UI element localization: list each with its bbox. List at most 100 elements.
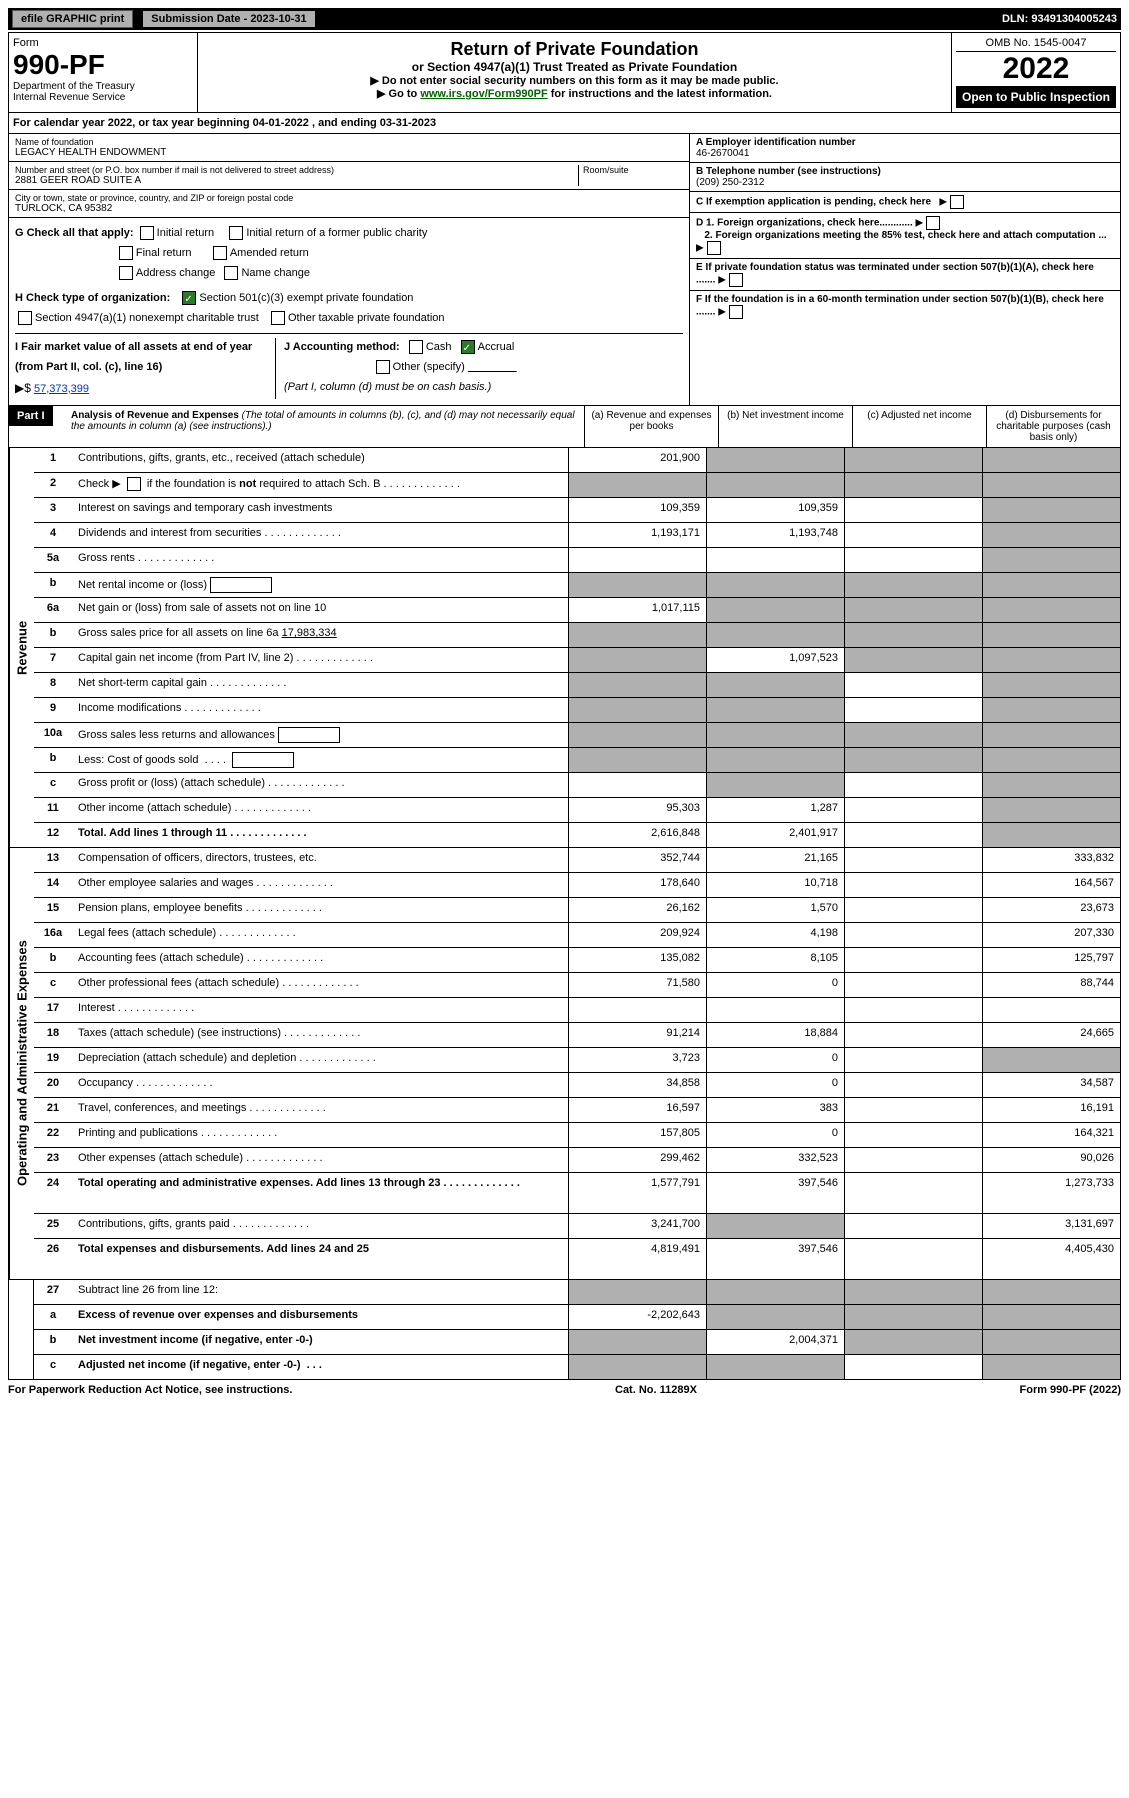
irs-label: Internal Revenue Service bbox=[13, 92, 193, 103]
addr-label: Number and street (or P.O. box number if… bbox=[15, 165, 578, 175]
expenses-side-label: Operating and Administrative Expenses bbox=[9, 848, 34, 1279]
submission-date: Submission Date - 2023-10-31 bbox=[143, 11, 314, 27]
line-4: Dividends and interest from securities bbox=[72, 523, 568, 547]
part1-label: Part I bbox=[9, 406, 53, 426]
form-ref: Form 990-PF (2022) bbox=[1020, 1384, 1121, 1396]
name-label: Name of foundation bbox=[15, 137, 683, 147]
line-17: Interest bbox=[72, 998, 568, 1022]
line-10b: Less: Cost of goods sold . . . . bbox=[72, 748, 568, 772]
form-number: 990-PF bbox=[13, 49, 193, 81]
d1-checkbox[interactable] bbox=[926, 216, 940, 230]
tax-year: 2022 bbox=[956, 52, 1116, 86]
line-12: Total. Add lines 1 through 11 bbox=[72, 823, 568, 847]
line-26: Total expenses and disbursements. Add li… bbox=[72, 1239, 568, 1279]
amended-return-checkbox[interactable] bbox=[213, 246, 227, 260]
section-d: D 1. Foreign organizations, check here..… bbox=[690, 213, 1120, 259]
col-c-header: (c) Adjusted net income bbox=[852, 406, 986, 447]
fmv-section: I Fair market value of all assets at end… bbox=[15, 338, 275, 399]
line-22: Printing and publications bbox=[72, 1123, 568, 1147]
form-title: Return of Private Foundation bbox=[204, 39, 945, 60]
final-return-checkbox[interactable] bbox=[119, 246, 133, 260]
accounting-method: J Accounting method: Cash Accrual Other … bbox=[275, 338, 683, 399]
form-label: Form bbox=[13, 37, 193, 49]
line-20: Occupancy bbox=[72, 1073, 568, 1097]
e-checkbox[interactable] bbox=[729, 273, 743, 287]
foundation-name: LEGACY HEALTH ENDOWMENT bbox=[15, 147, 683, 158]
initial-former-checkbox[interactable] bbox=[229, 226, 243, 240]
cash-checkbox[interactable] bbox=[409, 340, 423, 354]
revenue-side-label: Revenue bbox=[9, 448, 34, 847]
open-inspection: Open to Public Inspection bbox=[956, 86, 1116, 108]
line-5a: Gross rents bbox=[72, 548, 568, 572]
dln: DLN: 93491304005243 bbox=[1002, 13, 1117, 25]
city-label: City or town, state or province, country… bbox=[15, 193, 683, 203]
line-24: Total operating and administrative expen… bbox=[72, 1173, 568, 1213]
g-check-row: G Check all that apply: Initial return I… bbox=[15, 224, 683, 283]
name-change-checkbox[interactable] bbox=[224, 266, 238, 280]
top-bar: efile GRAPHIC print Submission Date - 20… bbox=[8, 8, 1121, 30]
line-11: Other income (attach schedule) bbox=[72, 798, 568, 822]
tel-value: (209) 250-2312 bbox=[696, 177, 1114, 188]
c-checkbox[interactable] bbox=[950, 195, 964, 209]
line-13: Compensation of officers, directors, tru… bbox=[72, 848, 568, 872]
cat-no: Cat. No. 11289X bbox=[615, 1384, 697, 1396]
instr-2: ▶ Go to www.irs.gov/Form990PF for instru… bbox=[204, 87, 945, 100]
line-2: Check ▶ if the foundation is not require… bbox=[72, 473, 568, 497]
efile-print-button[interactable]: efile GRAPHIC print bbox=[12, 10, 133, 28]
section-e: E If private foundation status was termi… bbox=[690, 259, 1120, 291]
net-table: 27Subtract line 26 from line 12: aExcess… bbox=[8, 1280, 1121, 1380]
line-27b: Net investment income (if negative, ente… bbox=[72, 1330, 568, 1354]
line-10a: Gross sales less returns and allowances bbox=[72, 723, 568, 747]
ein-label: A Employer identification number bbox=[696, 137, 1114, 148]
line-6b: Gross sales price for all assets on line… bbox=[72, 623, 568, 647]
other-taxable-checkbox[interactable] bbox=[271, 311, 285, 325]
line-14: Other employee salaries and wages bbox=[72, 873, 568, 897]
irs-link[interactable]: www.irs.gov/Form990PF bbox=[420, 88, 547, 100]
info-section: Name of foundation LEGACY HEALTH ENDOWME… bbox=[8, 134, 1121, 406]
part1-title: Analysis of Revenue and Expenses bbox=[71, 410, 239, 421]
d2-checkbox[interactable] bbox=[707, 241, 721, 255]
expenses-table: Operating and Administrative Expenses 13… bbox=[8, 848, 1121, 1280]
line-1: Contributions, gifts, grants, etc., rece… bbox=[72, 448, 568, 472]
col-b-header: (b) Net investment income bbox=[718, 406, 852, 447]
form-header: Form 990-PF Department of the Treasury I… bbox=[8, 32, 1121, 113]
line-27c: Adjusted net income (if negative, enter … bbox=[72, 1355, 568, 1379]
line-9: Income modifications bbox=[72, 698, 568, 722]
line-16b: Accounting fees (attach schedule) bbox=[72, 948, 568, 972]
calendar-year-row: For calendar year 2022, or tax year begi… bbox=[8, 113, 1121, 134]
page-footer: For Paperwork Reduction Act Notice, see … bbox=[8, 1380, 1121, 1400]
initial-return-checkbox[interactable] bbox=[140, 226, 154, 240]
other-method-checkbox[interactable] bbox=[376, 360, 390, 374]
line-6a: Net gain or (loss) from sale of assets n… bbox=[72, 598, 568, 622]
501c3-checkbox[interactable] bbox=[182, 291, 196, 305]
line-10c: Gross profit or (loss) (attach schedule) bbox=[72, 773, 568, 797]
accrual-checkbox[interactable] bbox=[461, 340, 475, 354]
section-c: C If exemption application is pending, c… bbox=[690, 192, 1120, 213]
line-18: Taxes (attach schedule) (see instruction… bbox=[72, 1023, 568, 1047]
room-label: Room/suite bbox=[583, 165, 683, 175]
instr-1: ▶ Do not enter social security numbers o… bbox=[204, 74, 945, 87]
h-check-row: H Check type of organization: Section 50… bbox=[15, 289, 683, 329]
paperwork-notice: For Paperwork Reduction Act Notice, see … bbox=[8, 1384, 292, 1396]
4947-checkbox[interactable] bbox=[18, 311, 32, 325]
line-27: Subtract line 26 from line 12: bbox=[72, 1280, 568, 1304]
line-19: Depreciation (attach schedule) and deple… bbox=[72, 1048, 568, 1072]
line-23: Other expenses (attach schedule) bbox=[72, 1148, 568, 1172]
line-21: Travel, conferences, and meetings bbox=[72, 1098, 568, 1122]
section-f: F If the foundation is in a 60-month ter… bbox=[690, 291, 1120, 322]
address-change-checkbox[interactable] bbox=[119, 266, 133, 280]
city-state-zip: TURLOCK, CA 95382 bbox=[15, 203, 683, 214]
f-checkbox[interactable] bbox=[729, 305, 743, 319]
fmv-value[interactable]: 57,373,399 bbox=[34, 383, 89, 395]
tel-label: B Telephone number (see instructions) bbox=[696, 166, 1114, 177]
dept-treasury: Department of the Treasury bbox=[13, 81, 193, 92]
line-7: Capital gain net income (from Part IV, l… bbox=[72, 648, 568, 672]
col-a-header: (a) Revenue and expenses per books bbox=[584, 406, 718, 447]
line-3: Interest on savings and temporary cash i… bbox=[72, 498, 568, 522]
street-address: 2881 GEER ROAD SUITE A bbox=[15, 175, 578, 186]
form-subtitle: or Section 4947(a)(1) Trust Treated as P… bbox=[204, 60, 945, 74]
line-15: Pension plans, employee benefits bbox=[72, 898, 568, 922]
schb-checkbox[interactable] bbox=[127, 477, 141, 491]
line-16c: Other professional fees (attach schedule… bbox=[72, 973, 568, 997]
line-16a: Legal fees (attach schedule) bbox=[72, 923, 568, 947]
